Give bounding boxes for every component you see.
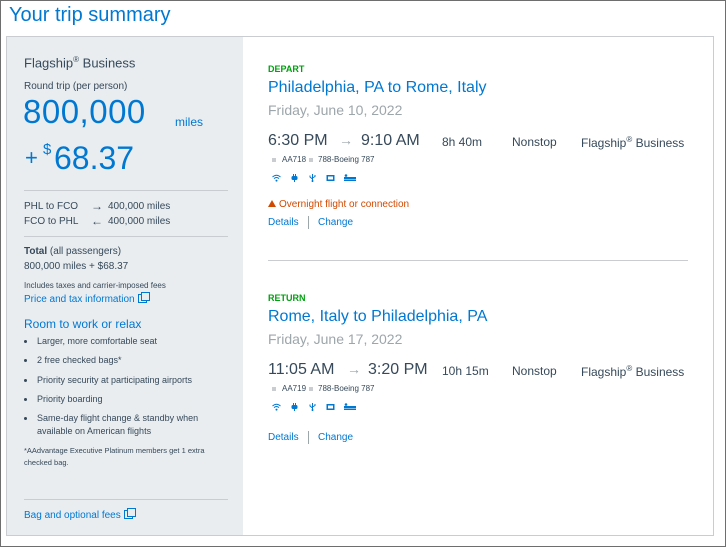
depart-label: DEPART [268,64,305,74]
arrow-right-icon: → [347,361,361,377]
flight-number: AA719 [282,384,307,393]
segment-label: PHL to FCO [24,201,79,212]
usb-icon [308,403,317,411]
link-separator [308,216,309,229]
divider [24,236,228,237]
segment-label: FCO to PHL [24,216,79,227]
entertainment-icon [326,174,335,182]
currency-symbol: $ [43,141,52,158]
change-link[interactable]: Change [318,217,354,228]
benefits-title: Room to work or relax [24,317,142,331]
usb-icon [308,174,317,182]
section-divider [268,260,688,261]
price-summary-panel: Flagship® Business Round trip (per perso… [7,37,243,535]
route-title: Rome, Italy to Philadelphia, PA [268,308,488,325]
divider [24,190,228,191]
link-separator [308,431,309,444]
airline-icon [272,158,276,162]
benefit-item: Larger, more comfortable seat [24,335,224,348]
duration: 8h 40m [442,135,483,149]
route-title: Philadelphia, PA to Rome, Italy [268,79,487,96]
depart-time: 6:30 PM [268,132,328,149]
depart-time: 11:05 AM [268,361,335,378]
flight-date: Friday, June 17, 2022 [268,331,403,347]
cabin-class: Flagship® Business [581,135,685,150]
external-link-icon [123,508,136,519]
overnight-warning: Overnight flight or connection [268,199,409,210]
arrive-time: 9:10 AM [361,132,420,149]
total-value: 800,000 miles + $68.37 [24,261,129,272]
flight-date: Friday, June 10, 2022 [268,102,403,118]
cash-amount: 68.37 [54,140,135,176]
external-link-icon [137,292,150,303]
arrow-left-icon: ← [91,214,103,228]
airline-icon [272,387,276,391]
miles-amount: 800,000 [23,93,146,130]
footnote: *AAdvantage Executive Platinum members g… [24,446,205,467]
change-link[interactable]: Change [318,432,354,443]
benefit-item: Priority security at participating airpo… [24,374,224,387]
arrive-time: 3:20 PM [368,361,428,378]
aircraft-icon [309,158,313,162]
miles-unit: miles [175,115,204,129]
segment-miles: 400,000 miles [108,201,171,212]
includes-note: Includes taxes and carrier-imposed fees [24,281,166,290]
plus-sign: + [25,145,38,170]
stops: Nonstop [512,364,557,378]
details-link[interactable]: Details [268,432,299,443]
stops: Nonstop [512,135,557,149]
total-label: Total (all passengers) [24,246,122,257]
aircraft-type: 788-Boeing 787 [318,155,375,164]
lie-flat-seat-icon [344,174,356,182]
arrow-right-icon: → [339,132,353,148]
trip-type: Round trip (per person) [24,81,128,92]
warning-icon [268,200,276,207]
benefit-item: 2 free checked bags* [24,354,224,367]
wifi-icon [272,174,281,182]
benefit-item: Priority boarding [24,393,224,406]
segment-miles: 400,000 miles [108,216,171,227]
flight-number: AA718 [282,155,307,164]
duration: 10h 15m [442,364,489,378]
return-label: RETURN [268,293,306,303]
page-title: Your trip summary [9,4,171,26]
power-outlet-icon [290,174,299,182]
trip-summary-card: Flagship® Business Round trip (per perso… [6,36,714,536]
aircraft-type: 788-Boeing 787 [318,384,375,393]
divider [24,499,228,500]
price-tax-link[interactable]: Price and tax information [24,292,150,305]
cabin-name: Flagship® Business [24,55,136,71]
arrow-right-icon: → [91,199,103,213]
benefit-item: Same-day flight change & standby when av… [24,412,224,438]
details-link[interactable]: Details [268,217,299,228]
lie-flat-seat-icon [344,403,356,411]
itinerary-panel: DEPART Philadelphia, PA to Rome, Italy F… [243,37,713,535]
cabin-class: Flagship® Business [581,364,685,379]
power-outlet-icon [290,403,299,411]
bag-fees-link[interactable]: Bag and optional fees [24,508,136,521]
aircraft-icon [309,387,313,391]
entertainment-icon [326,403,335,411]
wifi-icon [272,403,281,411]
